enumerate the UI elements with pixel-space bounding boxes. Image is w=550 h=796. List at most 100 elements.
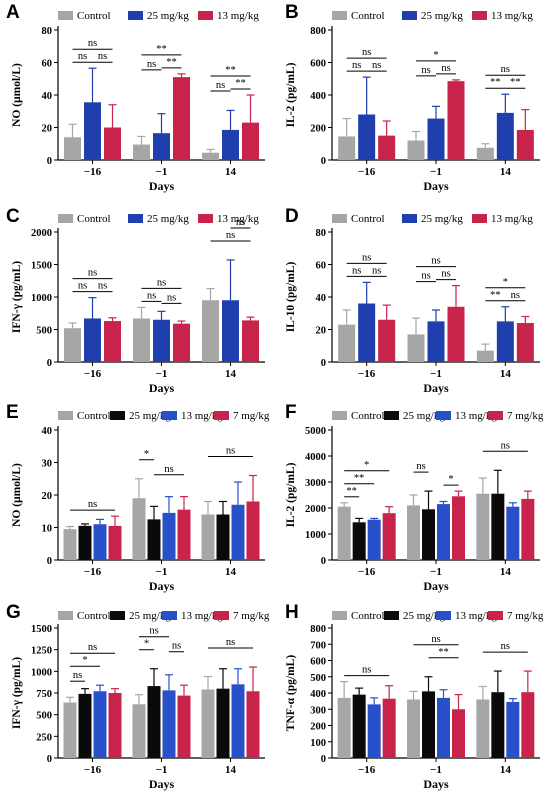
- bar: [407, 334, 425, 362]
- panel-letter: D: [285, 206, 299, 227]
- bar: [201, 689, 215, 758]
- y-tick-label: 400: [310, 689, 326, 700]
- x-tick-label: −16: [358, 368, 376, 380]
- significance-label: **: [156, 44, 167, 55]
- y-tick-label: 40: [42, 426, 53, 437]
- legend-swatch: [384, 411, 399, 420]
- bar: [222, 129, 239, 160]
- bar: [93, 691, 107, 758]
- legend-label: 7 mg/kg: [233, 410, 270, 422]
- bar: [407, 140, 425, 160]
- bar: [162, 512, 176, 560]
- legend-swatch: [128, 214, 143, 223]
- bar: [231, 684, 245, 758]
- bar: [64, 328, 81, 362]
- y-tick-label: 1000: [305, 530, 326, 541]
- bar: [84, 102, 101, 160]
- x-tick-label: −1: [430, 368, 442, 380]
- legend-swatch: [488, 611, 503, 620]
- bar: [63, 529, 77, 560]
- significance-label: ns: [88, 642, 97, 653]
- bar: [64, 137, 81, 160]
- x-tick-label: 14: [225, 566, 237, 578]
- significance-label: ns: [352, 265, 361, 276]
- y-tick-label: 400: [310, 91, 326, 102]
- panel-a: A Control 25 mg/kg 13 mg/kg 0 20 40 60 80 NO (μmo…: [6, 2, 265, 193]
- legend-label: Control: [77, 10, 111, 22]
- bar: [476, 350, 494, 362]
- significance-label: *: [364, 460, 369, 471]
- bar: [476, 699, 490, 758]
- bar: [447, 306, 465, 362]
- y-tick-label: 250: [36, 732, 52, 743]
- bar: [201, 514, 215, 560]
- significance-label: *: [144, 639, 149, 650]
- legend-swatch: [214, 411, 229, 420]
- bar: [242, 320, 259, 362]
- significance-label: **: [166, 57, 177, 68]
- significance-label: ns: [441, 63, 450, 74]
- x-tick-label: −1: [156, 566, 168, 578]
- bar: [382, 513, 396, 560]
- legend-label: 13 mg/kg: [491, 213, 533, 225]
- y-tick-label: 40: [42, 91, 53, 102]
- bar: [78, 693, 92, 758]
- bar: [382, 698, 396, 758]
- x-tick-label: −16: [84, 166, 102, 178]
- x-tick-label: 14: [225, 764, 237, 776]
- x-tick-label: 14: [500, 566, 512, 578]
- y-tick-label: 750: [36, 689, 52, 700]
- x-tick-label: 14: [225, 166, 237, 178]
- legend-label: 13 mg/kg: [455, 410, 497, 422]
- bar: [246, 501, 260, 560]
- legend-label: Control: [351, 10, 385, 22]
- x-tick-label: −16: [84, 764, 102, 776]
- y-tick-label: 800: [310, 26, 326, 37]
- legend-label: 7 mg/kg: [233, 610, 270, 622]
- y-tick-label: 80: [42, 26, 53, 37]
- x-tick-label: 14: [500, 764, 512, 776]
- panel-letter: F: [285, 402, 297, 423]
- y-tick-label: 0: [321, 358, 326, 369]
- bar: [452, 496, 465, 560]
- bar: [427, 118, 445, 160]
- x-tick-label: −16: [358, 764, 376, 776]
- legend-swatch: [198, 214, 213, 223]
- legend-swatch: [332, 411, 347, 420]
- x-axis-label: Days: [149, 381, 175, 395]
- bar: [407, 505, 420, 560]
- bar: [216, 688, 230, 758]
- legend-swatch: [214, 611, 229, 620]
- y-tick-label: 0: [321, 754, 326, 765]
- legend-label: Control: [77, 213, 111, 225]
- significance-label: **: [346, 486, 357, 497]
- bar: [108, 525, 122, 560]
- y-tick-label: 500: [36, 711, 52, 722]
- bar: [476, 147, 494, 160]
- bar: [427, 321, 445, 362]
- bar: [521, 498, 535, 560]
- significance-label: *: [503, 277, 508, 288]
- y-tick-label: 200: [310, 124, 326, 135]
- legend-label: 13 mg/kg: [181, 410, 223, 422]
- significance-label: ns: [501, 440, 510, 451]
- panel-letter: C: [6, 206, 20, 227]
- bar: [177, 695, 191, 758]
- y-tick-label: 0: [321, 156, 326, 167]
- y-tick-label: 5000: [305, 426, 326, 437]
- legend-swatch: [384, 611, 399, 620]
- bar: [133, 144, 150, 160]
- bar: [452, 709, 465, 758]
- significance-label: **: [225, 65, 236, 76]
- bar: [476, 493, 490, 560]
- y-tick-label: 0: [47, 156, 52, 167]
- legend-label: 25 mg/kg: [403, 410, 445, 422]
- bar: [132, 498, 146, 560]
- legend-swatch: [332, 11, 347, 20]
- y-axis-label: NO (μmol/L): [11, 63, 23, 127]
- legend-swatch: [436, 611, 451, 620]
- x-tick-label: −1: [430, 764, 442, 776]
- bar: [242, 122, 259, 160]
- significance-label: ns: [431, 634, 440, 645]
